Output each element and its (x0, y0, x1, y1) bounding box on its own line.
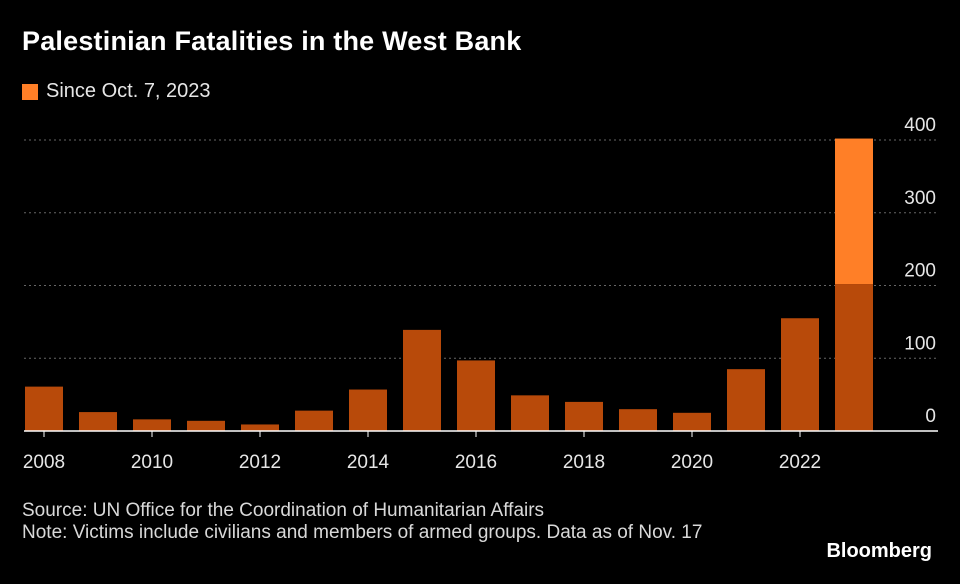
bar (403, 329, 441, 431)
data-note: Note: Victims include civilians and memb… (22, 522, 703, 543)
y-tick-label: 400 (904, 115, 936, 136)
bar (79, 412, 117, 431)
bar (619, 409, 657, 431)
bar (511, 395, 549, 431)
bar (187, 420, 225, 431)
y-tick-label: 100 (904, 333, 936, 354)
bar (133, 419, 171, 431)
bar (25, 386, 63, 431)
chart-title: Palestinian Fatalities in the West Bank (22, 26, 522, 56)
bar (835, 284, 873, 431)
x-tick-label: 2018 (563, 452, 605, 473)
y-tick-label: 0 (925, 406, 936, 427)
bar (781, 318, 819, 431)
x-tick-label: 2022 (779, 452, 821, 473)
legend-swatch (22, 83, 38, 100)
bar (241, 424, 279, 431)
bar (457, 360, 495, 431)
y-tick-label: 200 (904, 261, 936, 282)
x-tick-label: 2016 (455, 452, 497, 473)
source-note: Source: UN Office for the Coordination o… (22, 500, 545, 521)
bloomberg-logo: Bloomberg (826, 540, 932, 562)
bar (727, 369, 765, 431)
x-tick-label: 2014 (347, 452, 390, 473)
bar-chart: 0 100 200 300 400 2008 2010 2012 2014 2016 2018 202… (23, 115, 938, 473)
x-tick-label: 2008 (23, 452, 65, 473)
footnote: Source: UN Office for the Coordination o… (22, 500, 762, 544)
legend: Since Oct. 7, 2023 (22, 80, 211, 103)
bar (295, 410, 333, 431)
x-tick-label: 2010 (131, 452, 173, 473)
bar (673, 412, 711, 431)
bar (565, 401, 603, 431)
bar-since-oct7 (835, 138, 873, 285)
x-tick-label: 2012 (239, 452, 281, 473)
y-tick-label: 300 (904, 188, 936, 209)
x-tick-label: 2020 (671, 452, 713, 473)
legend-label: Since Oct. 7, 2023 (46, 80, 211, 102)
bar (349, 389, 387, 431)
